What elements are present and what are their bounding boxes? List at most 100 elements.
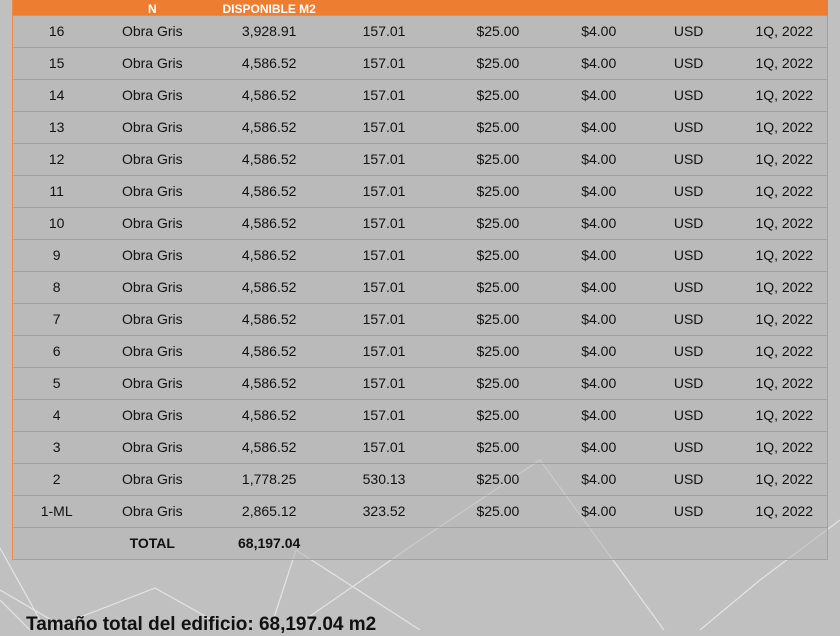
table-cell: 6 xyxy=(12,334,101,368)
table-cell: USD xyxy=(635,206,742,240)
column-header xyxy=(12,0,101,15)
column-header: N xyxy=(100,0,205,15)
table-cell: 1Q, 2022 xyxy=(741,462,828,496)
table-cell: 1Q, 2022 xyxy=(741,430,828,464)
table-cell: 1Q, 2022 xyxy=(741,174,828,208)
table-cell: 4,586.52 xyxy=(204,270,335,304)
table-cell: 157.01 xyxy=(334,110,434,144)
total-cell xyxy=(741,526,828,560)
total-cell xyxy=(635,526,742,560)
table-cell: $25.00 xyxy=(433,238,562,272)
table-cell: USD xyxy=(635,174,742,208)
table-cell: Obra Gris xyxy=(100,46,205,80)
total-row: TOTAL 68,197.04 xyxy=(12,526,828,560)
table-cell: 1Q, 2022 xyxy=(741,206,828,240)
table-row: 11 Obra Gris 4,586.52 157.01 $25.00 $4.00 USD 1… xyxy=(12,174,828,208)
table-row: 10 Obra Gris 4,586.52 157.01 $25.00 $4.00 USD 1… xyxy=(12,206,828,240)
table-cell: $25.00 xyxy=(433,270,562,304)
table-cell: $4.00 xyxy=(561,46,636,80)
table-cell: Obra Gris xyxy=(100,142,205,176)
table-cell: Obra Gris xyxy=(100,494,205,528)
table-cell: 3 xyxy=(12,430,101,464)
table-cell: USD xyxy=(635,430,742,464)
table-cell: $4.00 xyxy=(561,302,636,336)
table-cell: 157.01 xyxy=(334,174,434,208)
table-cell: 1Q, 2022 xyxy=(741,302,828,336)
table-cell: 157.01 xyxy=(334,302,434,336)
table-cell: 1Q, 2022 xyxy=(741,334,828,368)
table-cell: 1Q, 2022 xyxy=(741,78,828,112)
table-cell: 157.01 xyxy=(334,366,434,400)
table-cell: 4,586.52 xyxy=(204,302,335,336)
table-cell: Obra Gris xyxy=(100,302,205,336)
table-cell: 157.01 xyxy=(334,334,434,368)
table-row: 13 Obra Gris 4,586.52 157.01 $25.00 $4.00 USD 1… xyxy=(12,110,828,144)
table-cell: 2 xyxy=(12,462,101,496)
table-cell: 157.01 xyxy=(334,430,434,464)
table-row: 12 Obra Gris 4,586.52 157.01 $25.00 $4.00 USD 1… xyxy=(12,142,828,176)
column-header xyxy=(561,0,636,15)
table-cell: 1Q, 2022 xyxy=(741,238,828,272)
table-cell: Obra Gris xyxy=(100,206,205,240)
column-header xyxy=(433,0,562,15)
table-cell: 12 xyxy=(12,142,101,176)
table-cell: 4,586.52 xyxy=(204,206,335,240)
table-row: 5 Obra Gris 4,586.52 157.01 $25.00 $4.00 USD 1Q… xyxy=(12,366,828,400)
table-cell: 157.01 xyxy=(334,142,434,176)
table-cell: 157.01 xyxy=(334,46,434,80)
table-cell: $4.00 xyxy=(561,14,636,48)
table-cell: $25.00 xyxy=(433,334,562,368)
table-cell: Obra Gris xyxy=(100,334,205,368)
availability-table: N DISPONIBLE M2 16 Obra Gris 3,928.91 157.01… xyxy=(12,0,828,560)
table-cell: 3,928.91 xyxy=(204,14,335,48)
table-cell: 11 xyxy=(12,174,101,208)
table-cell: 8 xyxy=(12,270,101,304)
table-cell: 4,586.52 xyxy=(204,398,335,432)
table-cell: 9 xyxy=(12,238,101,272)
table-cell: $4.00 xyxy=(561,206,636,240)
table-cell: 1Q, 2022 xyxy=(741,398,828,432)
table-cell: $4.00 xyxy=(561,78,636,112)
column-header: DISPONIBLE M2 xyxy=(204,0,335,15)
table-cell: 1Q, 2022 xyxy=(741,46,828,80)
table-cell: 157.01 xyxy=(334,270,434,304)
total-cell: 68,197.04 xyxy=(204,526,335,560)
table-cell: $4.00 xyxy=(561,238,636,272)
table-cell: $25.00 xyxy=(433,462,562,496)
table-cell: 7 xyxy=(12,302,101,336)
table-cell: 10 xyxy=(12,206,101,240)
table-cell: $4.00 xyxy=(561,366,636,400)
table-cell: $25.00 xyxy=(433,430,562,464)
table-row: 14 Obra Gris 4,586.52 157.01 $25.00 $4.00 USD 1… xyxy=(12,78,828,112)
table-cell: $4.00 xyxy=(561,270,636,304)
table-cell: $25.00 xyxy=(433,494,562,528)
table-cell: 157.01 xyxy=(334,14,434,48)
table-cell: 530.13 xyxy=(334,462,434,496)
table-cell: 157.01 xyxy=(334,398,434,432)
table-cell: USD xyxy=(635,494,742,528)
table-cell: USD xyxy=(635,46,742,80)
table-cell: $25.00 xyxy=(433,206,562,240)
table-cell: $25.00 xyxy=(433,366,562,400)
table-row: 9 Obra Gris 4,586.52 157.01 $25.00 $4.00 USD 1Q… xyxy=(12,238,828,272)
table-cell: Obra Gris xyxy=(100,174,205,208)
table-cell: Obra Gris xyxy=(100,270,205,304)
table-cell: $4.00 xyxy=(561,334,636,368)
table-cell: 4,586.52 xyxy=(204,366,335,400)
table-cell: USD xyxy=(635,270,742,304)
table-cell: 1Q, 2022 xyxy=(741,14,828,48)
table-cell: 4,586.52 xyxy=(204,334,335,368)
table-cell: 15 xyxy=(12,46,101,80)
column-header xyxy=(334,0,434,15)
table-cell: 4,586.52 xyxy=(204,46,335,80)
table-row: 16 Obra Gris 3,928.91 157.01 $25.00 $4.00 USD 1… xyxy=(12,14,828,48)
table-row: 2 Obra Gris 1,778.25 530.13 $25.00 $4.00 USD 1Q… xyxy=(12,462,828,496)
table-cell: $4.00 xyxy=(561,110,636,144)
table-cell: 1Q, 2022 xyxy=(741,366,828,400)
table-cell: 1Q, 2022 xyxy=(741,110,828,144)
table-cell: 1Q, 2022 xyxy=(741,494,828,528)
table-cell: Obra Gris xyxy=(100,238,205,272)
table-cell: 16 xyxy=(12,14,101,48)
table-cell: USD xyxy=(635,302,742,336)
table-cell: 1-ML xyxy=(12,494,101,528)
